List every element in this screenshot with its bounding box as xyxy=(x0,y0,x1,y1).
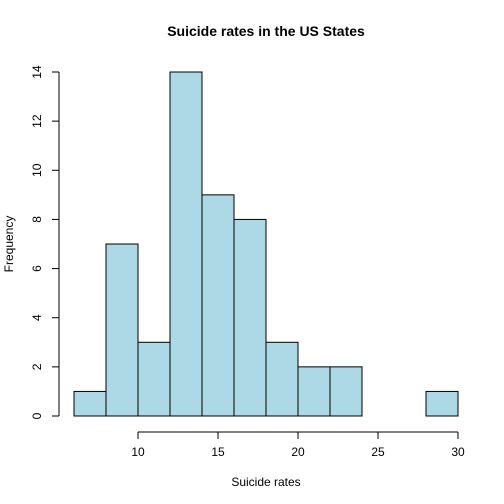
histogram-bar-8 xyxy=(329,366,363,417)
chart-title: Suicide rates in the US States xyxy=(167,23,365,39)
histogram-bar-6 xyxy=(265,341,299,417)
y-axis: 0 2 4 6 8 10 12 14 xyxy=(30,65,60,419)
x-tick-label-10: 10 xyxy=(131,445,145,459)
bars-group xyxy=(73,71,459,417)
y-tick-label-4: 4 xyxy=(30,314,44,321)
y-tick-label-10: 10 xyxy=(30,163,44,177)
x-tick-label-20: 20 xyxy=(291,445,305,459)
x-axis-label: Suicide rates xyxy=(231,475,300,489)
y-tick-label-6: 6 xyxy=(30,265,44,272)
histogram-bar-3 xyxy=(169,71,203,417)
y-tick-label-14: 14 xyxy=(30,65,44,79)
x-tick-label-30: 30 xyxy=(451,445,465,459)
x-tick-label-25: 25 xyxy=(371,445,385,459)
histogram-bar-4 xyxy=(201,194,235,417)
y-tick-label-2: 2 xyxy=(30,363,44,370)
histogram-bar-7 xyxy=(297,366,331,417)
x-axis: 10 15 20 25 30 xyxy=(131,431,465,459)
y-tick-label-0: 0 xyxy=(30,412,44,419)
histogram-bar-5 xyxy=(233,218,267,417)
histogram-bar-2 xyxy=(137,341,171,417)
y-axis-label: Frequency xyxy=(2,216,16,273)
histogram-bar-0 xyxy=(73,390,107,417)
histogram-bar-11 xyxy=(425,390,459,417)
histogram-bar-1 xyxy=(105,243,139,417)
y-tick-label-12: 12 xyxy=(30,114,44,128)
x-tick-label-15: 15 xyxy=(211,445,225,459)
y-tick-label-8: 8 xyxy=(30,216,44,223)
